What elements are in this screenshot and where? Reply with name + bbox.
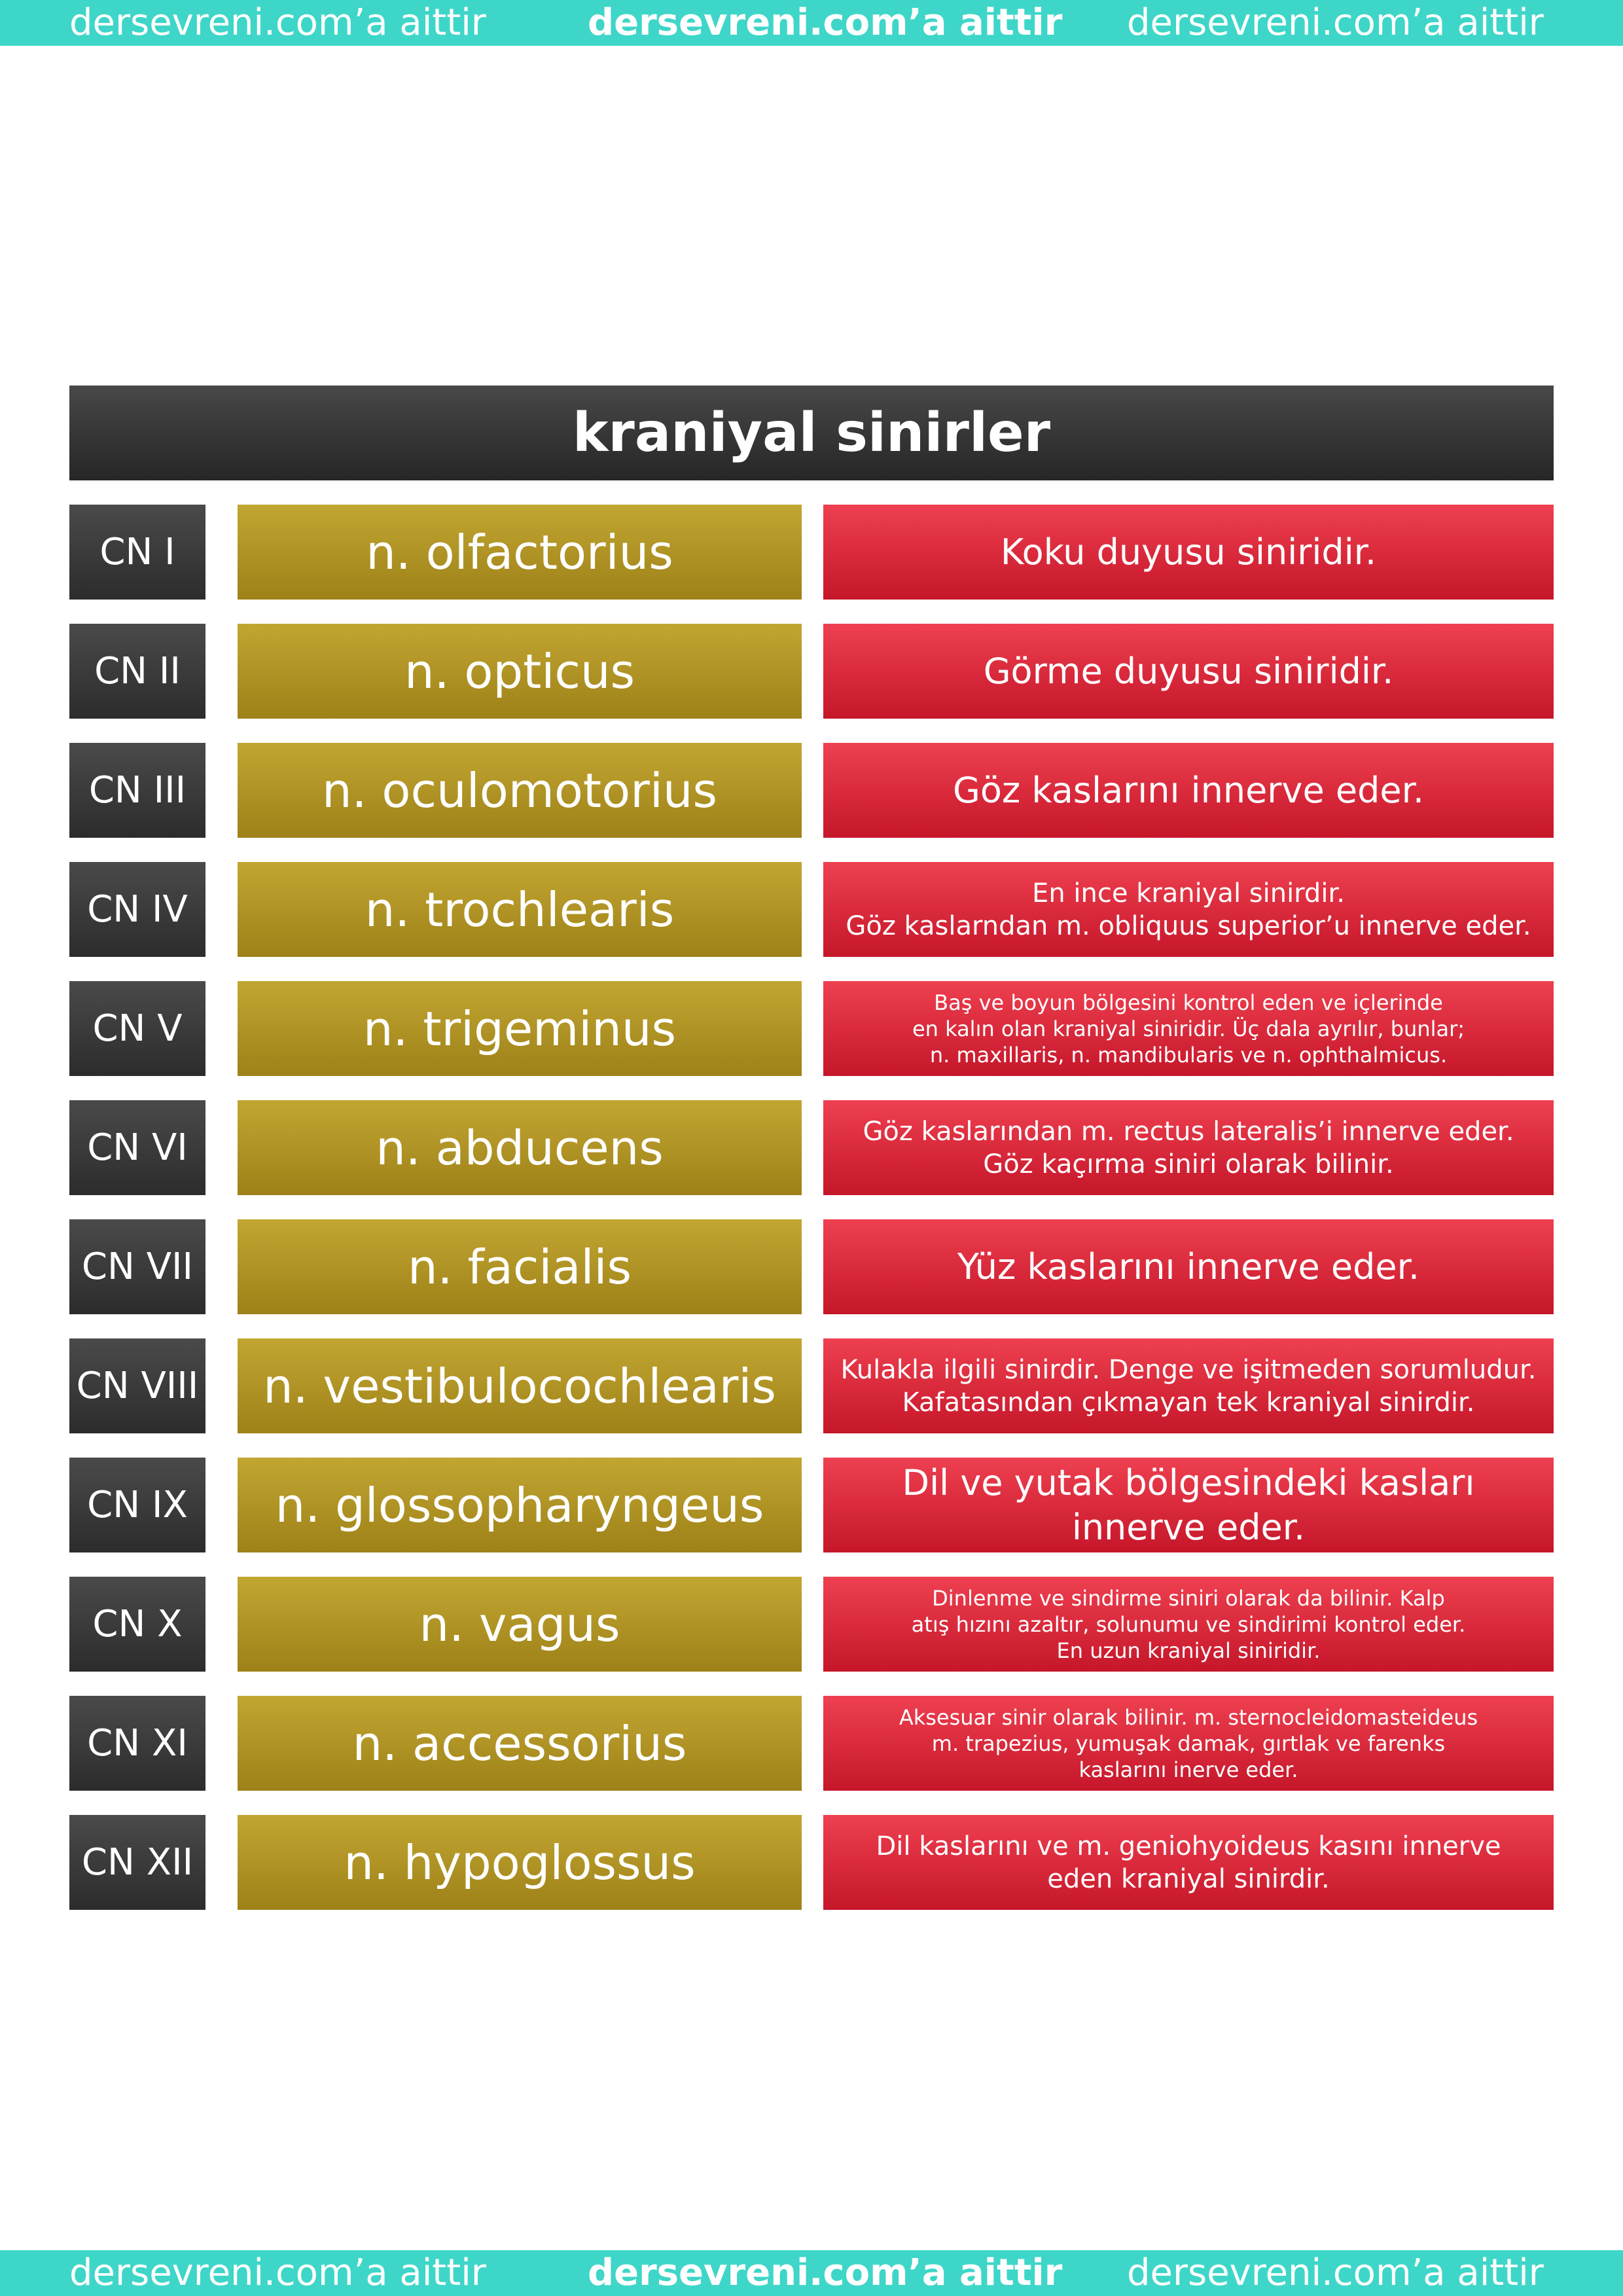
- nerve-code: CN VI: [69, 1100, 205, 1195]
- nerve-row: CN IX n. glossopharyngeus Dil ve yutak böl…: [0, 1458, 1623, 1552]
- description-line: en kalın olan kraniyal siniridir. Üç dal…: [912, 1016, 1465, 1041]
- nerve-code: CN I: [69, 505, 205, 600]
- description-line: Aksesuar sinir olarak bilinir. m. sterno…: [899, 1704, 1478, 1730]
- nerve-name: n. opticus: [238, 624, 802, 719]
- nerve-description: Dinlenme ve sindirme siniri olarak da bi…: [823, 1577, 1554, 1672]
- nerve-description: Dil kaslarını ve m. geniohyoideus kasını…: [823, 1815, 1554, 1910]
- nerve-row: CN XII n. hypoglossus Dil kaslarını ve m. …: [0, 1815, 1623, 1910]
- description-line: Göz kaslarndan m. obliquus superior’u in…: [846, 910, 1531, 941]
- nerve-row: CN IV n. trochlearis En ince kraniyal sini…: [0, 862, 1623, 957]
- watermark-text-right: dersevreni.com’a aittir: [1127, 2251, 1544, 2294]
- nerve-description: Aksesuar sinir olarak bilinir. m. sterno…: [823, 1696, 1554, 1791]
- nerve-row: CN III n. oculomotorius Göz kaslarını inne…: [0, 743, 1623, 838]
- nerve-code: CN VIII: [69, 1338, 205, 1433]
- nerve-name: n. oculomotorius: [238, 743, 802, 838]
- nerve-row: CN X n. vagus Dinlenme ve sindirme siniri …: [0, 1577, 1623, 1672]
- nerve-description: Koku duyusu siniridir.: [823, 505, 1554, 600]
- description-line: En ince kraniyal sinirdir.: [1032, 878, 1345, 908]
- nerve-description: Baş ve boyun bölgesini kontrol eden ve i…: [823, 981, 1554, 1076]
- nerve-code: CN X: [69, 1577, 205, 1672]
- watermark-text-left: dersevreni.com’a aittir: [69, 2251, 486, 2294]
- description-line: Kulakla ilgili sinirdir. Denge ve işitme…: [840, 1354, 1537, 1385]
- description-line: Baş ve boyun bölgesini kontrol eden ve i…: [934, 990, 1443, 1015]
- description-line: Görme duyusu siniridir.: [983, 650, 1394, 692]
- description-line: atış hızını azaltır, solunumu ve sindiri…: [911, 1611, 1466, 1637]
- nerve-row: CN VIII n. vestibulocochlearis Kulakla ilg…: [0, 1338, 1623, 1433]
- nerve-description: Göz kaslarını innerve eder.: [823, 743, 1554, 838]
- nerve-description: Görme duyusu siniridir.: [823, 624, 1554, 719]
- nerve-code: CN III: [69, 743, 205, 838]
- nerve-row: CN V n. trigeminus Baş ve boyun bölgesini …: [0, 981, 1623, 1076]
- nerve-code: CN II: [69, 624, 205, 719]
- nerve-name: n. trochlearis: [238, 862, 802, 957]
- page-title: kraniyal sinirler: [69, 386, 1554, 480]
- nerve-description: Kulakla ilgili sinirdir. Denge ve işitme…: [823, 1338, 1554, 1433]
- nerve-description: Dil ve yutak bölgesindeki kasları innerv…: [823, 1458, 1554, 1552]
- nerve-name: n. trigeminus: [238, 981, 802, 1076]
- top-watermark-banner: dersevreni.com’a aittir dersevreni.com’a…: [0, 0, 1623, 46]
- nerve-description: En ince kraniyal sinirdir. Göz kaslarndan…: [823, 862, 1554, 957]
- nerve-row: CN II n. opticus Görme duyusu siniridir.: [0, 624, 1623, 719]
- nerve-code: CN V: [69, 981, 205, 1076]
- nerve-name: n. glossopharyngeus: [238, 1458, 802, 1552]
- description-line: Dil ve yutak bölgesindeki kasları innerv…: [902, 1462, 1475, 1548]
- description-line: m. trapezius, yumuşak damak, gırtlak ve …: [931, 1731, 1446, 1756]
- nerve-name: n. facialis: [238, 1219, 802, 1314]
- nerve-row: CN XI n. accessorius Aksesuar sinir olarak…: [0, 1696, 1623, 1791]
- description-line: Koku duyusu siniridir.: [1000, 531, 1377, 573]
- nerve-code: CN IX: [69, 1458, 205, 1552]
- description-line: Yüz kaslarını innerve eder.: [957, 1246, 1420, 1287]
- description-line: Kafatasından çıkmayan tek kraniyal sinir…: [902, 1387, 1475, 1418]
- watermark-text-right: dersevreni.com’a aittir: [1127, 1, 1544, 44]
- description-line: Dil kaslarını ve m. geniohyoideus kasını…: [876, 1831, 1501, 1861]
- bottom-watermark-banner: dersevreni.com’a aittir dersevreni.com’a…: [0, 2250, 1623, 2296]
- nerve-row: CN VII n. facialis Yüz kaslarını innerve e…: [0, 1219, 1623, 1314]
- nerve-code: CN VII: [69, 1219, 205, 1314]
- watermark-text-left: dersevreni.com’a aittir: [69, 1, 486, 44]
- description-line: eden kraniyal sinirdir.: [1047, 1863, 1330, 1894]
- nerve-code: CN XI: [69, 1696, 205, 1791]
- watermark-text-center: dersevreni.com’a aittir: [588, 2251, 1063, 2294]
- description-line: n. maxillaris, n. mandibularis ve n. oph…: [929, 1042, 1448, 1067]
- nerve-name: n. abducens: [238, 1100, 802, 1195]
- nerve-name: n. vagus: [238, 1577, 802, 1672]
- nerve-name: n. olfactorius: [238, 505, 802, 600]
- description-line: En uzun kraniyal siniridir.: [1056, 1638, 1321, 1663]
- description-line: Göz kaslarını innerve eder.: [953, 769, 1424, 811]
- description-line: Göz kaslarından m. rectus lateralis’i in…: [863, 1116, 1514, 1147]
- nerve-row: CN VI n. abducens Göz kaslarından m. rectu…: [0, 1100, 1623, 1195]
- description-line: kaslarını inerve eder.: [1079, 1757, 1298, 1782]
- nerve-name: n. vestibulocochlearis: [238, 1338, 802, 1433]
- description-line: Dinlenme ve sindirme siniri olarak da bi…: [932, 1585, 1445, 1611]
- nerve-row: CN I n. olfactorius Koku duyusu siniridir.: [0, 505, 1623, 600]
- watermark-text-center: dersevreni.com’a aittir: [588, 1, 1063, 44]
- description-line: Göz kaçırma siniri olarak bilinir.: [983, 1149, 1394, 1179]
- nerve-description: Göz kaslarından m. rectus lateralis’i in…: [823, 1100, 1554, 1195]
- nerve-code: CN IV: [69, 862, 205, 957]
- nerve-name: n. hypoglossus: [238, 1815, 802, 1910]
- nerve-description: Yüz kaslarını innerve eder.: [823, 1219, 1554, 1314]
- nerve-name: n. accessorius: [238, 1696, 802, 1791]
- nerve-code: CN XII: [69, 1815, 205, 1910]
